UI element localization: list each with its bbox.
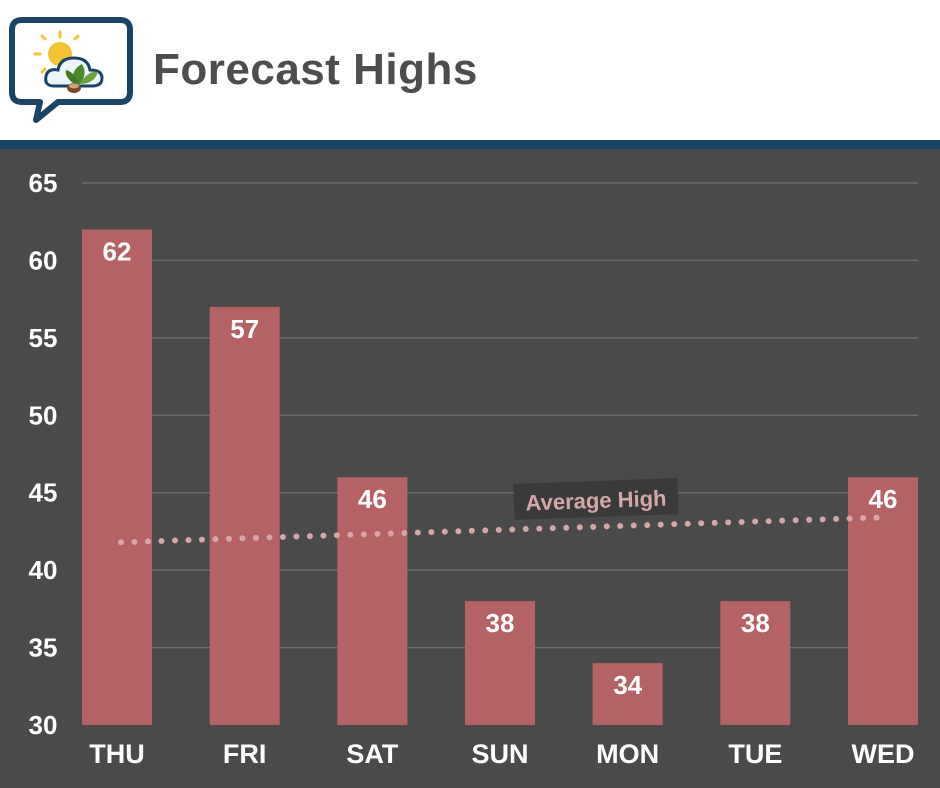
x-tick-label: WED: [852, 739, 915, 769]
data-label: 34: [613, 670, 642, 700]
data-label: 57: [230, 314, 259, 344]
y-tick-label: 35: [29, 633, 58, 663]
x-tick-label: TUE: [728, 739, 782, 769]
y-tick-label: 60: [29, 245, 58, 275]
y-tick-label: 30: [29, 710, 58, 740]
page-title: Forecast Highs: [153, 45, 478, 94]
data-label: 62: [103, 236, 132, 266]
x-tick-label: THU: [89, 739, 145, 769]
data-label: 38: [741, 608, 770, 638]
bar-thu: [82, 229, 152, 725]
bar-fri: [209, 306, 280, 725]
bar-chart: 30 35 40 45 50 55 60 65 62 THU 57 FRI 46 SAT 38 SUN 34 MO…: [29, 168, 918, 769]
data-label: 38: [486, 608, 515, 638]
bar-sat: [337, 477, 408, 725]
average-high-label-bg: [513, 478, 679, 520]
bar-tue: [720, 601, 791, 725]
average-high-label-group: Average High: [513, 478, 679, 520]
header-divider: [0, 140, 940, 149]
bar-mon: [592, 663, 663, 725]
x-tick-label: FRI: [223, 739, 267, 769]
header: Forecast Highs: [0, 0, 940, 140]
data-label: 46: [869, 484, 898, 514]
bar-wed: [848, 477, 918, 725]
average-high-label: Average High: [525, 486, 667, 516]
y-tick-label: 65: [29, 168, 58, 198]
x-tick-label: MON: [596, 739, 659, 769]
y-tick-label: 45: [29, 478, 58, 508]
y-tick-label: 40: [29, 555, 58, 585]
data-label: 46: [358, 484, 387, 514]
bar-sun: [465, 601, 535, 725]
weather-logo-icon: [9, 17, 133, 123]
x-tick-label: SUN: [471, 739, 528, 769]
x-tick-label: SAT: [346, 739, 399, 769]
y-tick-label: 55: [29, 323, 58, 353]
y-tick-label: 50: [29, 400, 58, 430]
average-high-line: [118, 514, 882, 546]
